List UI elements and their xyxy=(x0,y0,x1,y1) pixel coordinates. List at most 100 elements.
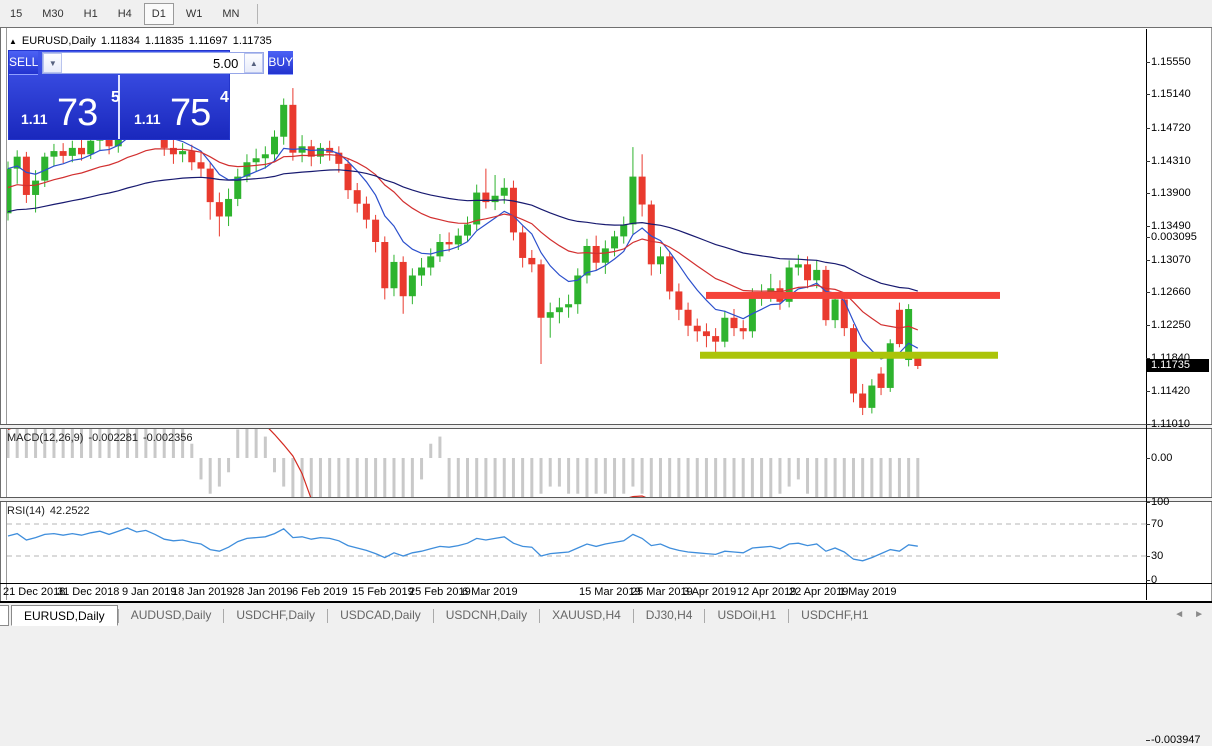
tab-strip-stub xyxy=(0,605,9,626)
candle-body xyxy=(914,358,922,366)
tab-usdcad-daily[interactable]: USDCAD,Daily xyxy=(340,608,421,622)
macd-indicator-label: MACD(12,26,9) -0.002281 -0.002356 xyxy=(7,432,198,444)
price-label-1.11420: 1.11420 xyxy=(1151,385,1190,398)
tabs-scroll-left-icon[interactable]: ◄ xyxy=(1174,609,1185,620)
timeframe-h1[interactable]: H1 xyxy=(83,7,98,20)
candle-body xyxy=(859,393,867,408)
date-label: 1 May 2019 xyxy=(839,586,897,598)
date-label: 6 Mar 2019 xyxy=(462,586,518,598)
price-label-1.14720-tick xyxy=(1146,127,1150,129)
rsi-value: 42.2522 xyxy=(49,505,90,517)
rsi-axis-70: 70 xyxy=(1151,518,1164,530)
tab-usdcnh-daily[interactable]: USDCNH,Daily xyxy=(445,608,528,622)
timeframe-h4[interactable]: H4 xyxy=(117,7,132,20)
tab-eurusd-daily[interactable]: EURUSD,Daily xyxy=(11,605,118,626)
volume-up-icon[interactable]: ▲ xyxy=(244,53,264,73)
candle-body xyxy=(445,241,453,245)
candle-body xyxy=(666,256,674,292)
rsi-indicator-label: RSI(14) 42.2522 xyxy=(7,505,95,517)
tab-separator xyxy=(223,608,225,623)
candle-body xyxy=(611,236,619,249)
macd-axis-zero-tick xyxy=(1146,458,1150,459)
candle-body xyxy=(169,147,177,155)
candle-body xyxy=(785,267,793,302)
candle-body xyxy=(353,190,361,204)
timeframe-toolbar: 15 M30 H1 H4 D1 W1 MN xyxy=(0,0,1212,28)
date-label: 3 Apr 2019 xyxy=(683,586,737,598)
title-low: 1.11697 xyxy=(188,35,228,47)
candle-body xyxy=(289,104,297,153)
timeframe-w1[interactable]: W1 xyxy=(185,7,203,20)
date-label: 9 Jan 2019 xyxy=(122,586,177,598)
rsi-axis-70-tick xyxy=(1146,524,1150,525)
candle-body xyxy=(13,156,21,169)
candle-body xyxy=(629,176,637,225)
macd-axis-max: 0.003095 xyxy=(1151,230,1197,243)
tab-usdchf-h1[interactable]: USDCHF,H1 xyxy=(801,608,869,622)
rsi-axis-100: 100 xyxy=(1151,496,1170,508)
candle-body xyxy=(78,147,86,155)
buy-price-panel[interactable]: 1.11 75 4 xyxy=(120,75,229,139)
candle-body xyxy=(905,308,913,361)
tab-separator xyxy=(327,608,329,623)
price-label-1.12660: 1.12660 xyxy=(1151,286,1191,299)
tab-dj30-h4[interactable]: DJ30,H4 xyxy=(645,608,693,622)
current-price-tag: 1.11735 xyxy=(1147,359,1209,372)
rsi-axis-0-tick xyxy=(1146,580,1150,581)
date-label: 6 Feb 2019 xyxy=(292,586,348,598)
candle-body xyxy=(675,291,683,310)
candle-body xyxy=(243,162,251,177)
date-label: 21 Dec 2018 xyxy=(3,586,66,598)
candle-body xyxy=(261,154,269,159)
candle-body xyxy=(555,307,563,313)
tab-audusd-daily[interactable]: AUDUSD,Daily xyxy=(130,608,212,622)
date-label: 25 Mar 2019 xyxy=(631,586,693,598)
sell-price-panel[interactable]: 1.11 73 5 xyxy=(9,75,120,139)
volume-down-icon[interactable]: ▼ xyxy=(43,53,63,73)
candle-body xyxy=(849,328,857,394)
sell-button[interactable]: SELL xyxy=(9,51,39,75)
candle-body xyxy=(427,256,435,268)
timeframe-d1[interactable]: D1 xyxy=(143,2,174,25)
tabs-scroll-right-icon[interactable]: ► xyxy=(1194,609,1204,620)
rsi-axis-30-tick xyxy=(1146,556,1150,557)
rsi-splitter[interactable] xyxy=(0,497,1212,502)
macd-panel-chart[interactable] xyxy=(7,428,1146,497)
tab-usdchf-daily[interactable]: USDCHF,Daily xyxy=(236,608,316,622)
buy-button[interactable]: BUY xyxy=(268,51,294,75)
title-open: 1.11834 xyxy=(100,35,140,47)
candle-body xyxy=(831,299,839,321)
tab-usdoil-h1[interactable]: USDOil,H1 xyxy=(717,608,777,622)
candle-body xyxy=(7,168,12,214)
macd-splitter[interactable] xyxy=(0,424,1212,429)
price-label-1.12250-tick xyxy=(1146,324,1150,326)
date-label: 15 Mar 2019 xyxy=(579,586,641,598)
candle-body xyxy=(528,257,536,265)
title-close: 1.11735 xyxy=(232,35,272,47)
candle-body xyxy=(868,385,876,408)
tab-xauusd-h4[interactable]: XAUUSD,H4 xyxy=(552,608,621,622)
ma-line-8 xyxy=(7,129,919,360)
candle-body xyxy=(804,264,812,281)
volume-input[interactable] xyxy=(62,53,245,73)
candle-body xyxy=(179,151,187,155)
volume-stepper: ▼ ▲ xyxy=(42,52,265,74)
candle-body xyxy=(730,317,738,329)
date-label: 22 Apr 2019 xyxy=(789,586,849,598)
price-label-1.11010-tick xyxy=(1146,423,1150,425)
price-label-1.14310: 1.14310 xyxy=(1151,154,1191,167)
timeframe-m30[interactable]: M30 xyxy=(42,7,64,20)
tab-separator xyxy=(117,608,119,623)
support-line[interactable] xyxy=(700,351,998,359)
timeframe-mn[interactable]: MN xyxy=(222,7,240,20)
candle-body xyxy=(620,224,628,237)
candle-body xyxy=(307,146,315,157)
rsi-panel-chart[interactable] xyxy=(7,501,1146,583)
candle-body xyxy=(298,146,306,153)
candle-body xyxy=(739,328,747,332)
resistance-line[interactable] xyxy=(706,291,1000,299)
candle-body xyxy=(647,204,655,265)
rsi-line xyxy=(7,527,918,562)
timeframe-15[interactable]: 15 xyxy=(10,7,23,20)
